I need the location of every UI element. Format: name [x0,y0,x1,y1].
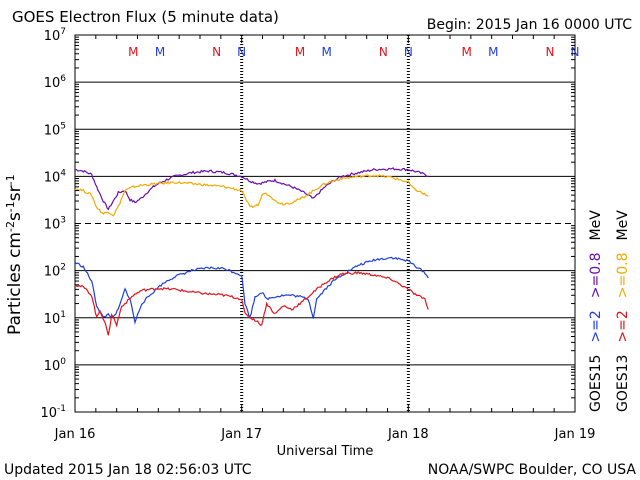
y-tick-labels: 10-1 100 101 102 103 104 105 106 107 [40,27,575,421]
series-line [74,270,429,336]
credit-label: NOAA/SWPC Boulder, CO USA [428,462,637,478]
y-tick-label: 103 [44,216,66,233]
orbit-marker: M [461,45,471,59]
orbit-marker: M [321,45,331,59]
legend-entry: MeV [588,210,604,241]
series-line [74,256,429,325]
legend-entry: >=0.8 [588,252,604,298]
y-tick-label: 104 [44,168,67,185]
orbit-marker: M [488,45,498,59]
legend-entry: MeV [615,210,631,241]
legend-entry: >=2 [588,310,604,342]
orbit-marker: N [404,45,413,59]
y-tick-label: 105 [44,121,66,138]
x-tick-labels: Jan 16 Jan 17 Jan 18 Jan 19 [54,35,596,442]
series-line [74,167,429,211]
right-legend: GOES15 >=2 >=0.8 MeV GOES13 >=2 >=0.8 MeV [588,210,631,412]
orbit-marker: N [237,45,246,59]
orbit-marker: N [571,45,580,59]
y-tick-label: 10-1 [40,404,66,421]
y-tick-label: 107 [44,27,66,44]
orbit-marker: N [212,45,221,59]
series-lines [74,167,429,336]
begin-label: Begin: 2015 Jan 16 0000 UTC [427,17,632,33]
legend-entry: GOES13 [615,355,631,412]
y-tick-label: 100 [44,357,67,374]
grid-lines [75,81,575,366]
x-tick-label: Jan 16 [54,427,96,442]
series-line [74,174,429,217]
legend-column: GOES15 >=2 >=0.8 MeV [588,210,604,412]
x-axis-label: Universal Time [277,444,374,459]
orbit-marker: N [546,45,555,59]
y-tick-label: 101 [44,310,66,327]
y-axis-label: Particles cm-2s-1sr-1 [4,174,25,335]
x-tick-label: Jan 19 [554,427,596,442]
legend-entry: >=0.8 [615,252,631,298]
orbit-marker: M [155,45,165,59]
chart-title: GOES Electron Flux (5 minute data) [12,8,279,26]
y-tick-label: 102 [44,263,66,280]
legend-entry: GOES15 [588,355,604,412]
legend-entry: >=2 [615,310,631,342]
y-tick-label: 106 [44,74,67,91]
x-tick-label: Jan 17 [220,427,262,442]
x-tick-label: Jan 18 [387,427,429,442]
orbit-marker: N [379,45,388,59]
orbit-marker: M [295,45,305,59]
orbit-marker: M [128,45,138,59]
updated-label: Updated 2015 Jan 18 02:56:03 UTC [4,462,252,478]
legend-column: GOES13 >=2 >=0.8 MeV [615,210,631,412]
